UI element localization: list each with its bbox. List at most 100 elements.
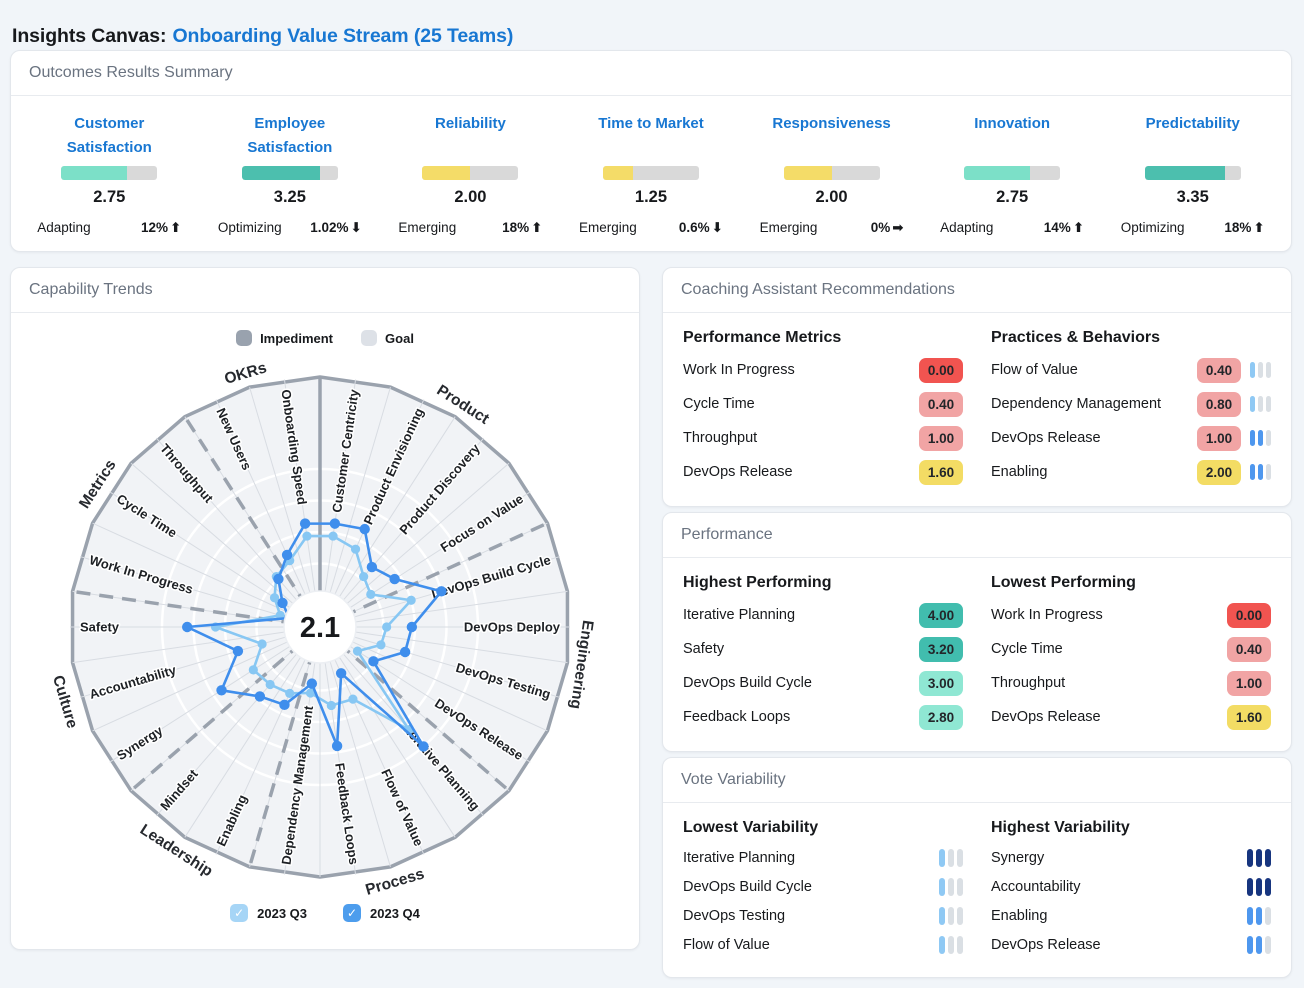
metric-title[interactable]: Innovation	[974, 115, 1051, 132]
item-label: Accountability	[991, 878, 1081, 895]
column-title: Lowest Performing	[991, 574, 1136, 591]
trend-flat-icon: ➡	[892, 220, 904, 235]
bar-segment	[948, 906, 954, 925]
outcomes-summary-panel: Outcomes Results Summary Customer Satisf…	[10, 50, 1292, 252]
metric-title[interactable]: Reliability	[434, 115, 506, 132]
series-point-2023-q4-focus-on-value	[389, 573, 400, 585]
outcome-card-time-to-market: Time to Market 1.25 Emerging 0.6% ⬇	[561, 112, 742, 236]
metric-progress-fill	[964, 166, 1031, 180]
bar-segment	[1265, 906, 1271, 925]
series-point-2023-q3-accountability	[257, 639, 267, 649]
performance-panel-title: Performance	[681, 526, 773, 543]
bar-segment	[1258, 430, 1263, 446]
metric-status: Emerging	[578, 220, 637, 235]
bar-segment	[1247, 877, 1253, 896]
metric-title[interactable]: Responsiveness	[772, 115, 891, 132]
list-item-throughput: Throughput 1.00	[683, 421, 963, 455]
vote-variability-columns: Lowest Variability Iterative Planning DevO…	[663, 803, 1291, 959]
radar-spoke-line	[348, 639, 548, 732]
variability-bars-icon	[1250, 464, 1271, 480]
metric-meta: Optimizing 1.02% ⬇	[218, 220, 362, 236]
item-label: Synergy	[991, 849, 1045, 866]
series-point-2023-q4-devops-testing	[399, 646, 411, 658]
series-point-2023-q4-devops-release	[368, 656, 379, 667]
bar-segment	[1256, 848, 1262, 867]
trend-up-icon: ⬆	[1253, 220, 1265, 235]
series-point-2023-q4-feedback-loops	[331, 740, 343, 752]
checkbox-checked-icon[interactable]: ✓	[343, 904, 361, 922]
radar-spoke-line	[350, 635, 561, 698]
spoke-label-devops-deploy: DevOps Deploy	[464, 620, 561, 635]
legend-item-goal[interactable]: Goal	[361, 328, 414, 348]
item-value-group	[939, 877, 963, 896]
radar-center-circle	[283, 590, 357, 664]
metric-status: Optimizing	[1120, 220, 1185, 235]
score-badge: 3.00	[919, 670, 963, 696]
category-boundary-metrics	[72, 589, 319, 629]
coaching-panel-header: Coaching Assistant Recommendations	[663, 268, 1291, 313]
metric-change: 1.02% ⬇	[310, 220, 362, 235]
outcomes-panel-title: Outcomes Results Summary	[29, 64, 233, 81]
radar-spoke-line	[215, 399, 308, 599]
metric-change: 18% ⬆	[1224, 220, 1265, 235]
metric-progress-fill	[241, 166, 320, 180]
score-badge: 0.00	[919, 357, 963, 383]
score-badge: 0.40	[919, 391, 963, 417]
bar-segment	[939, 935, 945, 954]
checkbox-checked-icon[interactable]: ✓	[230, 904, 249, 922]
radar-spoke-line	[328, 386, 391, 597]
item-value-group: 4.00	[919, 602, 963, 628]
bar-segment	[1250, 362, 1255, 378]
score-badge: 1.00	[1227, 670, 1271, 696]
metric-change: 18% ⬆	[502, 220, 543, 235]
radar-spoke-line	[79, 556, 290, 619]
item-value-group: 3.00	[919, 670, 963, 696]
radar-spoke-line	[332, 655, 425, 855]
series-point-2023-q4-dependency-management	[306, 678, 318, 689]
variability-bars-icon	[939, 906, 963, 925]
item-value-group: 0.40	[919, 391, 963, 417]
series-point-2023-q3-devops-deploy	[382, 622, 392, 632]
bar-segment	[1266, 396, 1271, 412]
metric-title[interactable]: Time to Market	[598, 115, 704, 132]
trends-panel-title: Capability Trends	[29, 281, 153, 298]
series-point-2023-q4-flow-of-value	[335, 668, 347, 679]
legend-label: Impediment	[260, 330, 334, 346]
goal-swatch-icon	[361, 330, 378, 346]
metric-title[interactable]: Employee Satisfaction	[247, 115, 333, 156]
series-point-2023-q3-dependency-management	[305, 688, 316, 698]
item-value-group: 1.60	[919, 459, 963, 485]
variability-bars-icon	[1247, 935, 1271, 954]
radar-spoke-line	[130, 462, 297, 607]
item-label: Throughput	[683, 430, 758, 446]
series-point-2023-q4-safety	[182, 621, 193, 633]
variability-bars-icon	[1250, 362, 1271, 378]
trend-up-icon: ⬆	[1072, 220, 1085, 235]
column-lowest-performing: Lowest Performing Work In Progress 0.00 Cyc…	[991, 570, 1271, 734]
series-point-2023-q3-focus-on-value	[366, 589, 376, 599]
column-title: Highest Performing	[683, 574, 832, 591]
item-value-group: 0.40	[1227, 636, 1271, 662]
list-item-synergy: Synergy	[991, 843, 1271, 872]
legend-item-impediment[interactable]: Impediment	[236, 328, 333, 348]
series-point-2023-q4-onboarding-speed	[299, 518, 311, 529]
item-value-group	[1247, 877, 1271, 896]
metric-title[interactable]: Predictability	[1145, 115, 1240, 132]
metric-progress-fill	[61, 166, 128, 180]
column-lowest-variability: Lowest Variability Iterative Planning DevO…	[683, 815, 963, 959]
column-title: Practices & Behaviors	[991, 329, 1160, 346]
value-stream-link[interactable]: Onboarding Value Stream (25 Teams)	[172, 25, 514, 48]
series-toggle-2023-q3[interactable]: ✓ 2023 Q3	[230, 904, 307, 922]
bar-segment	[1250, 396, 1255, 412]
metric-value: 2.75	[93, 188, 126, 206]
column-performance-metrics: Performance Metrics Work In Progress 0.00 C…	[683, 325, 963, 489]
bar-segment	[1265, 848, 1271, 867]
impediment-swatch-icon	[236, 330, 253, 346]
series-toggle-2023-q4[interactable]: ✓ 2023 Q4	[343, 904, 420, 922]
metric-title[interactable]: Customer Satisfaction	[66, 115, 152, 156]
series-point-2023-q4-accountability	[232, 645, 244, 657]
variability-bars-icon	[1250, 396, 1271, 412]
list-item-cycle-time: Cycle Time 0.40	[683, 387, 963, 421]
metric-status: Adapting	[37, 220, 91, 235]
column-highest-variability: Highest Variability Synergy Accountability…	[991, 815, 1271, 959]
